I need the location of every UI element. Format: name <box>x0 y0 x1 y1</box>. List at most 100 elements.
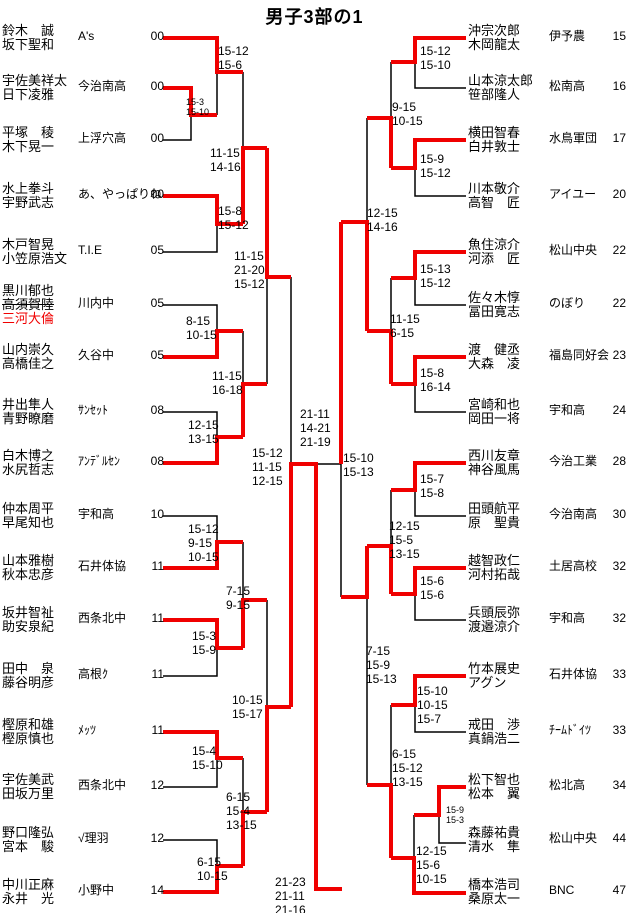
entry-number: 17 <box>612 131 626 145</box>
player-name: 木戸智晃 <box>2 237 55 252</box>
entry-number: 11 <box>151 667 164 681</box>
winner-path-line <box>163 730 243 760</box>
entry-number: 24 <box>612 403 626 417</box>
player-name: 真鍋浩二 <box>468 731 521 746</box>
bracket-line <box>414 168 466 197</box>
entry-number: 00 <box>150 29 164 43</box>
player-name: 小笠原浩文 <box>2 251 68 266</box>
winner-path-line <box>391 566 466 596</box>
player-names: 鈴木 誠坂下聖和 <box>2 24 80 52</box>
player-name: 木下晃一 <box>2 139 55 154</box>
winner-path-line <box>391 355 466 386</box>
bracket-entry: 山本雅樹 秋本忠彦 石井体協 11 <box>2 554 164 582</box>
entry-number: 22 <box>612 296 626 310</box>
bracket-line <box>414 62 466 89</box>
entry-number: 47 <box>612 883 626 897</box>
bracket-line <box>163 411 218 437</box>
bracket-line <box>163 648 218 677</box>
winner-path-line <box>163 194 243 226</box>
player-name: 田頭航平 <box>468 501 521 516</box>
player-name: 川本敬介 <box>468 181 521 196</box>
player-name: 秋本忠彦 <box>2 567 55 582</box>
player-name: 河添 匠 <box>468 251 521 266</box>
player-names: 坂井智祉 助安泉紀 <box>2 606 80 634</box>
player-name: 兵頭辰弥 <box>468 605 521 620</box>
winner-path-line <box>241 598 267 648</box>
club-name: 高根ｸ <box>78 667 109 681</box>
player-name: 橋本浩司 <box>468 877 521 892</box>
entry-number: 30 <box>612 507 626 521</box>
player-name: 松本 翼 <box>468 786 521 801</box>
player-name: 田中 泉 <box>2 661 55 676</box>
winner-path-line <box>341 546 369 599</box>
club-name: 伊予農 <box>549 29 586 43</box>
club-name: 小野中 <box>78 883 115 897</box>
score-block: 8-15 10-15 <box>186 314 217 342</box>
winner-path-line <box>391 138 466 170</box>
score-block: 7-15 15-9 15-13 <box>366 644 397 686</box>
player-name: 大森 凌 <box>468 356 521 371</box>
bracket-entry: 渡 健丞 大森 凌 福島同好会 23 <box>468 343 628 371</box>
bracket-line <box>163 839 218 866</box>
bracket-line <box>163 515 218 542</box>
player-name: 冨田寛志 <box>468 304 521 319</box>
bracket-entry: 鈴木 誠坂下聖和 A's 00 <box>2 24 164 52</box>
player-names: 兵頭辰弥 渡邉涼介 <box>468 606 546 634</box>
winner-path-line <box>265 148 291 279</box>
winner-path-line <box>414 785 466 817</box>
winner-path-line <box>163 864 243 894</box>
bracket-entry: 仲本周平 早尾知也 宇和高 10 <box>2 502 164 530</box>
bracket-entry: 松下智也 松本 翼 松北高 34 <box>468 773 628 801</box>
player-name: 山本雅樹 <box>2 553 55 568</box>
club-name: 松山中央 <box>549 831 598 845</box>
entry-number: 05 <box>150 348 164 362</box>
score-block: 10-15 15-17 <box>232 693 263 721</box>
entry-number: 44 <box>612 831 626 845</box>
player-name: 水上拳斗 <box>2 181 55 196</box>
club-name: T.I.E <box>78 243 103 257</box>
bracket-entry: 野口隆弘 宮本 駿 √理羽 12 <box>2 826 164 854</box>
score-block: 15-12 15-10 <box>420 44 451 72</box>
player-names: 越智政仁 河村拓哉 <box>468 554 546 582</box>
player-name: 日下凌雅 <box>2 87 55 102</box>
player-name: 原 聖貴 <box>468 515 521 530</box>
player-name: 仲本周平 <box>2 501 55 516</box>
bracket-entry: 木戸智晃 小笠原浩文 T.I.E 05 <box>2 238 164 266</box>
bracket-line <box>414 278 466 306</box>
player-names: 渡 健丞 大森 凌 <box>468 343 546 371</box>
player-name: 越智政仁 <box>468 553 521 568</box>
score-block: 15-7 15-8 <box>420 472 445 500</box>
winner-path-line <box>241 146 267 224</box>
bracket-entry: 田頭航平原 聖貴 今治南高 30 <box>468 502 628 530</box>
player-names: 横田智春 白井敦士 <box>468 126 546 154</box>
entry-number: 33 <box>612 667 626 681</box>
club-name: ｱﾝﾃﾞﾙｾﾝ <box>78 454 121 468</box>
player-names: 橋本浩司 桑原太一 <box>468 878 546 906</box>
player-name: 黒川郁也 <box>2 283 55 298</box>
score-block: 15-9 15-3 <box>446 805 465 825</box>
club-name: 今治工業 <box>549 454 598 468</box>
club-name: のぼり <box>549 296 586 310</box>
entry-number: 08 <box>150 454 164 468</box>
score-block: 6-15 15-12 13-15 <box>392 747 423 789</box>
player-name: 水尻哲志 <box>2 462 55 477</box>
score-block: 15-3 15-10 <box>186 97 210 117</box>
entry-number: 28 <box>612 454 626 468</box>
bracket-entry: 平塚 稜木下晃一 上浮穴高 00 <box>2 126 164 154</box>
player-name: 早尾知也 <box>2 515 55 530</box>
bracket-entry: 魚住涼介 河添 匠 松山中央 22 <box>468 238 628 266</box>
bracket-entry: 佐々木惇 冨田寛志 のぼり 22 <box>468 291 628 319</box>
entry-number: 11 <box>151 723 164 737</box>
entry-number: 15 <box>612 29 626 43</box>
score-block: 11-15 21-20 15-12 <box>234 249 265 291</box>
score-block: 12-15 14-16 <box>367 206 398 234</box>
score-block: 9-15 10-15 <box>392 100 423 128</box>
winner-path-line <box>241 810 267 866</box>
player-name: 佐々木惇 <box>468 290 521 305</box>
player-name: 高橋佳之 <box>2 356 55 371</box>
entry-number: 34 <box>612 778 626 792</box>
player-name: 鈴木 誠 <box>2 23 55 38</box>
entry-number: 14 <box>150 883 164 897</box>
winner-path-line <box>367 329 393 384</box>
